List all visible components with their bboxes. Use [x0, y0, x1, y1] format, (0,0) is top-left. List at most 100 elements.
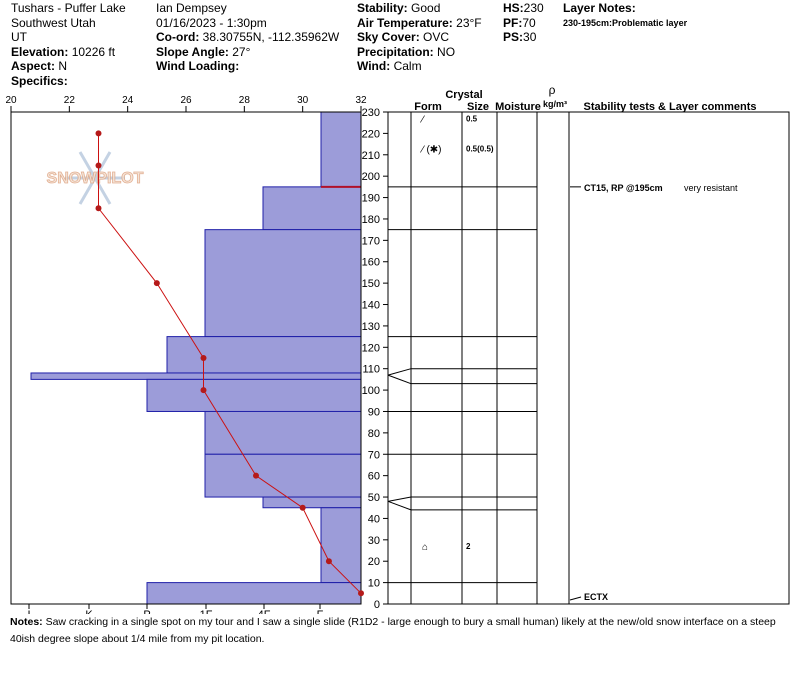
snowflake-icon — [65, 151, 125, 205]
height-tick-label: 190 — [362, 193, 380, 205]
rho-header: ρ — [549, 83, 556, 97]
height-tick-label: 70 — [368, 449, 380, 461]
air-temp-value: 23°F — [456, 15, 482, 30]
stability-test-label: CT15, RP @195cm — [584, 183, 663, 193]
notes-section: Notes: Saw cracking in a single spot on … — [10, 614, 795, 648]
hardness-tick-label: K — [85, 609, 93, 614]
temp-tick-label: 32 — [355, 95, 367, 106]
hardness-bar — [262, 496, 362, 509]
crystal-header: Crystal — [445, 89, 482, 101]
layer-notes-title: Layer Notes: — [563, 1, 636, 15]
height-tick-label: 160 — [362, 257, 380, 269]
pf-value: 70 — [522, 15, 536, 30]
layer-notes: Layer Notes: 230-195cm:Problematic layer — [563, 1, 687, 30]
hs-value: 230 — [523, 1, 544, 15]
height-tick-label: 120 — [362, 342, 380, 354]
layer-connector — [387, 368, 412, 376]
wind-loading-row: Wind Loading: — [156, 59, 240, 73]
temp-tick-label: 26 — [180, 95, 192, 106]
hardness-tick-label: P — [143, 609, 150, 614]
hardness-bar — [320, 111, 362, 188]
aspect-row: Aspect: N — [11, 59, 68, 73]
height-tick-label: 100 — [362, 385, 380, 397]
height-tick-label: 140 — [362, 300, 380, 312]
temp-tick-label: 30 — [297, 95, 309, 106]
hardness-bar — [166, 336, 362, 374]
temperature-point — [95, 205, 102, 212]
grain-size-label: 2 — [466, 542, 471, 551]
density-unit-header: kg/m³ — [543, 99, 567, 109]
hardness-bar — [30, 372, 362, 380]
temp-tick-label: 20 — [5, 95, 17, 106]
observer-name: Ian Dempsey — [156, 1, 227, 15]
grain-form-label: ⁄ — [419, 114, 425, 125]
height-tick-label: 200 — [362, 171, 380, 183]
temperature-line — [98, 133, 362, 594]
comments-header: Stability tests & Layer comments — [583, 101, 756, 113]
temp-tick-label: 28 — [239, 95, 251, 106]
layer-connector — [387, 500, 412, 511]
elevation-row: Elevation: 10226 ft — [11, 44, 116, 59]
height-tick-label: 110 — [362, 364, 380, 376]
stability-value: Good — [411, 1, 441, 15]
temperature-point — [253, 472, 259, 479]
height-tick-label: 220 — [362, 128, 380, 140]
grain-size-label: 0.5 — [466, 114, 478, 123]
layer-connector — [387, 374, 412, 385]
stability-test-pointer — [569, 596, 582, 601]
coord-row: Co-ord: 38.30755N, -112.35962W — [156, 30, 340, 44]
height-tick-label: 180 — [362, 214, 380, 226]
ps-value: 30 — [523, 30, 537, 44]
plot-frame — [10, 111, 362, 605]
layer-connector — [387, 496, 412, 502]
region-name: Southwest Utah — [11, 15, 96, 30]
header-right: Stability: Good Air Temperature: 23°F Sk… — [357, 1, 482, 74]
hardness-tick-label: 4F — [258, 609, 271, 614]
grain-size-label: 0.5(0.5) — [466, 144, 494, 153]
height-tick-label: 130 — [362, 321, 380, 333]
height-tick-label: 170 — [362, 235, 380, 247]
height-tick-label: 0 — [374, 599, 380, 611]
snow-profile-chart: 20 22 24 26 28 30 32 SNOWPILOT I K P 1F 4F F 0 10 20 30 40… — [5, 83, 790, 614]
slope-row: Slope Angle: 27° — [156, 44, 251, 59]
aspect-value: N — [58, 59, 68, 73]
header-left: Tushars - Puffer Lake Southwest Utah UT … — [11, 1, 126, 88]
height-tick-label: 50 — [368, 492, 380, 504]
height-tick-label: 60 — [368, 471, 380, 483]
height-tick-label: 150 — [362, 278, 380, 290]
temp-tick-label: 22 — [64, 95, 76, 106]
specifics-row: Specifics: — [11, 73, 68, 88]
size-header: Size — [467, 101, 489, 113]
ps-row: PS:30 — [503, 30, 537, 44]
observation-datetime: 01/16/2023 - 1:30pm — [156, 15, 267, 30]
sky-value: OVC — [423, 30, 450, 44]
header-middle: Ian Dempsey 01/16/2023 - 1:30pm Co-ord: … — [156, 1, 339, 74]
temperature-point — [200, 355, 207, 361]
stability-test-label: ECTX — [584, 592, 608, 602]
temperature-point — [95, 162, 102, 169]
wind-value: Calm — [393, 59, 422, 73]
notes-text: Saw cracking in a single spot on my tour… — [10, 616, 776, 645]
hardness-tick-label: F — [317, 609, 324, 614]
hardness-bar — [146, 378, 362, 412]
moisture-header: Moisture — [495, 101, 541, 113]
pf-row: PF:70 — [503, 15, 536, 30]
hardness-bar — [204, 229, 362, 338]
temp-tick-label: 24 — [122, 95, 134, 106]
table-frame — [387, 111, 790, 605]
temperature-point — [358, 590, 364, 597]
height-tick-label: 10 — [368, 578, 380, 590]
notes-label: Notes: — [10, 616, 43, 628]
temperature-point — [299, 504, 306, 511]
height-tick-label: 40 — [368, 513, 380, 525]
temperature-point — [153, 280, 160, 287]
header-hs: HS:230 PF:70 PS:30 — [503, 1, 544, 45]
form-header: Form — [414, 101, 442, 113]
location-name: Tushars - Puffer Lake — [11, 1, 126, 15]
hardness-bar — [146, 582, 362, 605]
stability-row: Stability: Good — [357, 1, 441, 15]
hardness-bar — [204, 453, 362, 498]
temperature-point — [325, 558, 332, 565]
height-tick-label: 210 — [362, 150, 380, 162]
elevation-value: 10226 ft — [71, 44, 116, 59]
